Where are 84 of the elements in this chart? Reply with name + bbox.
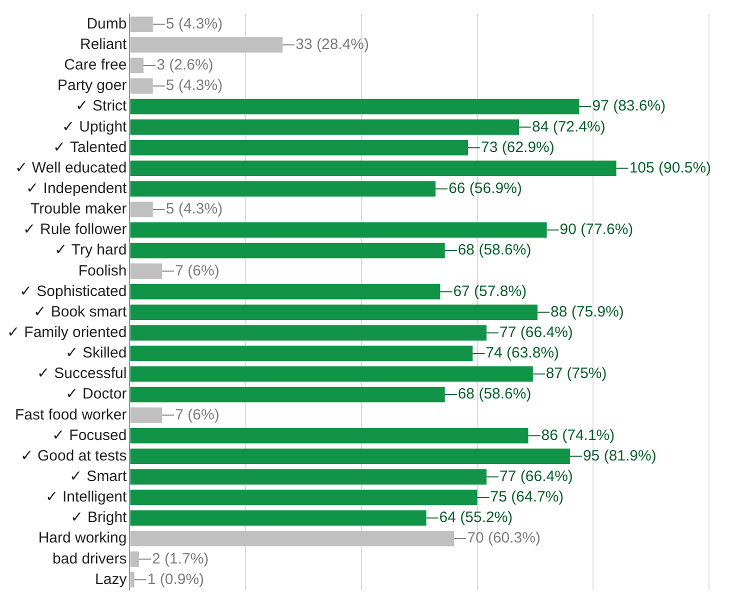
data-label: 7 (6%) <box>175 406 220 424</box>
data-label: 84 (72.4%) <box>532 118 606 136</box>
data-label: 75 (64.7%) <box>490 488 564 506</box>
data-label: 97 (83.6%) <box>592 98 666 115</box>
data-label: 87 (75%) <box>546 365 607 382</box>
y-tick-label: ✓ Skilled <box>65 344 127 362</box>
y-tick-label: Hard working <box>38 530 127 547</box>
data-label: 88 (75.9%) <box>550 303 624 320</box>
bar <box>130 181 436 197</box>
y-tick-label: ✓ Independent <box>26 180 128 197</box>
bar <box>130 304 538 320</box>
y-tick-label: ✓ Intelligent <box>45 488 128 506</box>
data-label: 77 (66.4%) <box>500 324 573 341</box>
bar <box>130 263 162 279</box>
bar <box>130 510 426 526</box>
y-tick-label: ✓ Uptight <box>62 118 128 136</box>
y-tick-label: ✓ Family oriented <box>6 324 127 341</box>
y-tick-label: Dumb <box>86 15 127 32</box>
bar <box>130 551 139 567</box>
y-tick-label: ✓ Talented <box>53 138 127 156</box>
y-tick-label: ✓ Successful <box>37 365 127 382</box>
y-tick-label: ✓ Focused <box>52 426 127 444</box>
bar <box>130 58 144 74</box>
data-label: 68 (58.6%) <box>458 242 532 259</box>
y-tick-label: Foolish <box>78 262 127 280</box>
y-tick-label: ✓ Sophisticated <box>19 282 127 300</box>
data-label: 7 (6%) <box>175 262 220 280</box>
y-tick-label: ✓ Good at tests <box>20 447 127 464</box>
bar <box>130 366 533 382</box>
bar <box>130 119 519 135</box>
bar <box>130 284 440 300</box>
bar <box>130 242 445 258</box>
data-label: 95 (81.9%) <box>582 447 656 464</box>
data-label: 73 (62.9%) <box>481 138 554 156</box>
y-tick-label: ✓ Bright <box>70 509 128 526</box>
bar <box>130 78 153 94</box>
bar <box>130 222 547 238</box>
y-tick-label: Reliant <box>80 36 128 53</box>
data-label: 68 (58.6%) <box>458 386 532 403</box>
bar <box>130 160 616 176</box>
bar <box>130 428 528 444</box>
data-label: 5 (4.3%) <box>166 77 223 94</box>
bar <box>130 16 153 32</box>
data-label: 66 (56.9%) <box>448 180 522 197</box>
data-label: 1 (0.9%) <box>147 570 204 588</box>
bar <box>130 325 487 341</box>
data-label: 86 (74.1%) <box>541 426 615 444</box>
data-label: 5 (4.3%) <box>166 200 223 218</box>
bar <box>130 530 454 546</box>
bar <box>130 448 570 464</box>
data-label: 74 (63.8%) <box>486 344 560 362</box>
data-label: 67 (57.8%) <box>453 282 527 300</box>
y-tick-label: ✓ Rule follower <box>22 221 127 238</box>
y-tick-label: ✓ Well educated <box>14 159 127 176</box>
bar <box>130 386 445 402</box>
y-tick-label: Lazy <box>95 570 128 588</box>
bar <box>130 98 580 114</box>
bar <box>130 202 153 218</box>
data-label: 3 (2.6%) <box>156 56 214 74</box>
data-label: 33 (28.4%) <box>296 36 370 53</box>
bar <box>130 346 473 362</box>
y-tick-label: Trouble maker <box>30 200 127 218</box>
data-label: 77 (66.4%) <box>500 468 573 485</box>
data-label: 5 (4.3%) <box>166 15 223 32</box>
bar <box>130 37 283 53</box>
bar <box>130 407 162 423</box>
data-label: 90 (77.6%) <box>560 221 634 238</box>
y-tick-label: Care free <box>64 56 127 74</box>
data-label: 105 (90.5%) <box>629 159 712 176</box>
data-label: 2 (1.7%) <box>152 550 209 568</box>
bar <box>130 490 478 506</box>
y-tick-label: ✓ Strict <box>75 98 128 115</box>
y-tick-label: ✓ Doctor <box>65 386 127 403</box>
bar <box>130 140 468 156</box>
bar <box>130 572 134 588</box>
y-tick-label: ✓ Book smart <box>34 303 128 320</box>
y-tick-label: ✓ Try hard <box>54 242 127 259</box>
y-tick-label: Fast food worker <box>14 406 127 424</box>
bar <box>130 469 487 485</box>
data-label: 70 (60.3%) <box>467 530 540 547</box>
data-label: 64 (55.2%) <box>439 509 513 526</box>
y-tick-label: ✓ Smart <box>70 468 128 485</box>
y-tick-label: bad drivers <box>52 550 127 568</box>
y-tick-label: Party goer <box>58 77 127 94</box>
